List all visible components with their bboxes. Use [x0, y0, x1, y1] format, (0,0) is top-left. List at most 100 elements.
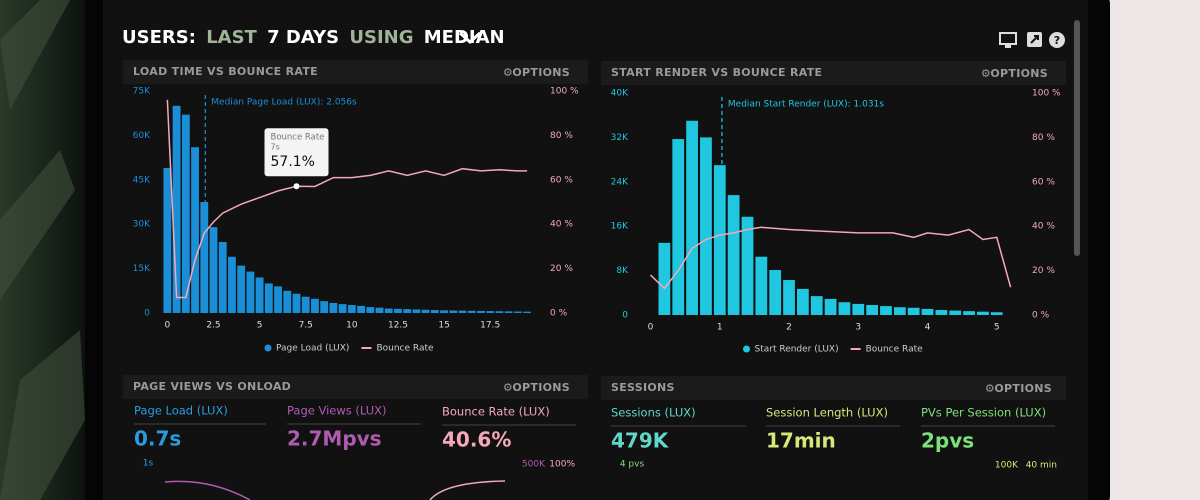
- y-tick-label: 8K: [616, 266, 629, 276]
- bar[interactable]: [246, 271, 255, 313]
- bar[interactable]: [228, 256, 236, 313]
- bar[interactable]: [366, 307, 375, 313]
- bar[interactable]: [200, 202, 209, 313]
- sparkline: [164, 480, 251, 500]
- bar[interactable]: [430, 310, 439, 313]
- bar[interactable]: [412, 309, 421, 313]
- bar[interactable]: [163, 167, 172, 313]
- metric-label: PVs Per Session (LUX): [921, 406, 1046, 420]
- bar[interactable]: [949, 310, 962, 315]
- bar[interactable]: [504, 311, 513, 313]
- bar[interactable]: [375, 307, 384, 313]
- y2-tick-label: 100 %: [1032, 89, 1061, 99]
- bar[interactable]: [394, 308, 402, 313]
- bar[interactable]: [907, 307, 920, 315]
- bar[interactable]: [686, 120, 698, 315]
- bar[interactable]: [810, 296, 823, 315]
- bar[interactable]: [672, 139, 685, 315]
- bar[interactable]: [384, 308, 393, 313]
- bar[interactable]: [218, 241, 227, 313]
- bar[interactable]: [467, 310, 476, 313]
- bar[interactable]: [477, 310, 485, 313]
- bar[interactable]: [838, 302, 851, 315]
- bar[interactable]: [893, 307, 906, 315]
- bar[interactable]: [727, 195, 740, 315]
- bar[interactable]: [513, 311, 522, 313]
- bar[interactable]: [458, 310, 467, 313]
- bar[interactable]: [301, 296, 310, 313]
- tooltip-title: Bounce Rate: [271, 133, 325, 143]
- x-tick-label: 0: [648, 323, 654, 333]
- bar[interactable]: [209, 227, 218, 313]
- bar[interactable]: [486, 311, 495, 313]
- bar[interactable]: [713, 165, 726, 315]
- bar[interactable]: [935, 310, 948, 315]
- bar[interactable]: [274, 286, 282, 313]
- bar[interactable]: [329, 302, 338, 313]
- help-icon[interactable]: [1049, 32, 1065, 48]
- bar[interactable]: [700, 137, 712, 315]
- bar[interactable]: [769, 270, 782, 315]
- panel-title: PAGE VIEWS VS ONLOAD: [133, 380, 291, 393]
- bar[interactable]: [921, 308, 934, 315]
- bar[interactable]: [796, 288, 809, 315]
- chart-panel: LOAD TIME VS BOUNCE RATE OPTIONS⚙ 0 15K 30K 4…: [123, 60, 588, 354]
- bar[interactable]: [320, 301, 329, 313]
- x-tick-label: 4: [925, 323, 931, 333]
- bar[interactable]: [255, 277, 264, 313]
- bar[interactable]: [880, 306, 892, 315]
- bar[interactable]: [963, 311, 975, 315]
- options-button[interactable]: OPTIONS: [512, 381, 570, 394]
- bar[interactable]: [977, 311, 989, 315]
- bar[interactable]: [311, 298, 319, 313]
- bar[interactable]: [264, 283, 273, 313]
- title-part: LAST: [206, 27, 257, 48]
- tooltip-point: [293, 183, 300, 190]
- bar[interactable]: [338, 304, 347, 313]
- bar[interactable]: [181, 114, 190, 314]
- bar[interactable]: [866, 305, 879, 315]
- metric-value: 2.7Mpvs: [287, 427, 382, 451]
- legend-entry: Page Load (LUX): [276, 344, 349, 354]
- bar[interactable]: [523, 311, 532, 313]
- bar[interactable]: [172, 105, 181, 313]
- bar[interactable]: [292, 293, 301, 313]
- bar[interactable]: [755, 256, 768, 315]
- bar[interactable]: [403, 309, 412, 313]
- bar[interactable]: [283, 290, 292, 313]
- x-tick-label: 17.5: [480, 321, 500, 331]
- options-button[interactable]: OPTIONS: [994, 382, 1052, 395]
- x-tick-label: 5: [994, 323, 1000, 333]
- legend-entry: Start Render (LUX): [755, 345, 839, 355]
- legend-marker: [743, 345, 750, 353]
- y2-tick-label: 0 %: [550, 309, 568, 319]
- dropdown-arrow[interactable]: [458, 31, 482, 45]
- monitor-icon[interactable]: [999, 32, 1017, 45]
- bar[interactable]: [658, 242, 671, 315]
- gear-icon: ⚙: [985, 382, 995, 395]
- bar[interactable]: [495, 311, 504, 313]
- y2-tick-label: 20 %: [550, 264, 573, 274]
- bar[interactable]: [421, 309, 430, 313]
- options-button[interactable]: OPTIONS: [512, 66, 570, 79]
- header-title[interactable]: USERS: LAST 7 DAYS USING MEDIAN: [122, 27, 505, 48]
- bar[interactable]: [347, 305, 356, 313]
- bar[interactable]: [237, 265, 246, 313]
- bar[interactable]: [449, 310, 458, 313]
- bar[interactable]: [852, 303, 865, 315]
- x-tick-label: 0: [165, 321, 171, 331]
- bar[interactable]: [357, 305, 365, 313]
- bar[interactable]: [783, 280, 795, 315]
- bar[interactable]: [990, 312, 1003, 315]
- scrollbar[interactable]: [1074, 20, 1080, 256]
- panel-title: SESSIONS: [611, 381, 675, 394]
- bar[interactable]: [191, 147, 199, 313]
- metric-value: 40.6%: [442, 428, 511, 452]
- y-tick-label: 0: [622, 311, 628, 321]
- bar[interactable]: [824, 298, 837, 315]
- bar[interactable]: [741, 216, 754, 315]
- axis-label: 100K: [995, 461, 1019, 471]
- bar[interactable]: [440, 310, 448, 313]
- options-button[interactable]: OPTIONS: [990, 67, 1048, 80]
- y-tick-label: 60K: [133, 131, 151, 141]
